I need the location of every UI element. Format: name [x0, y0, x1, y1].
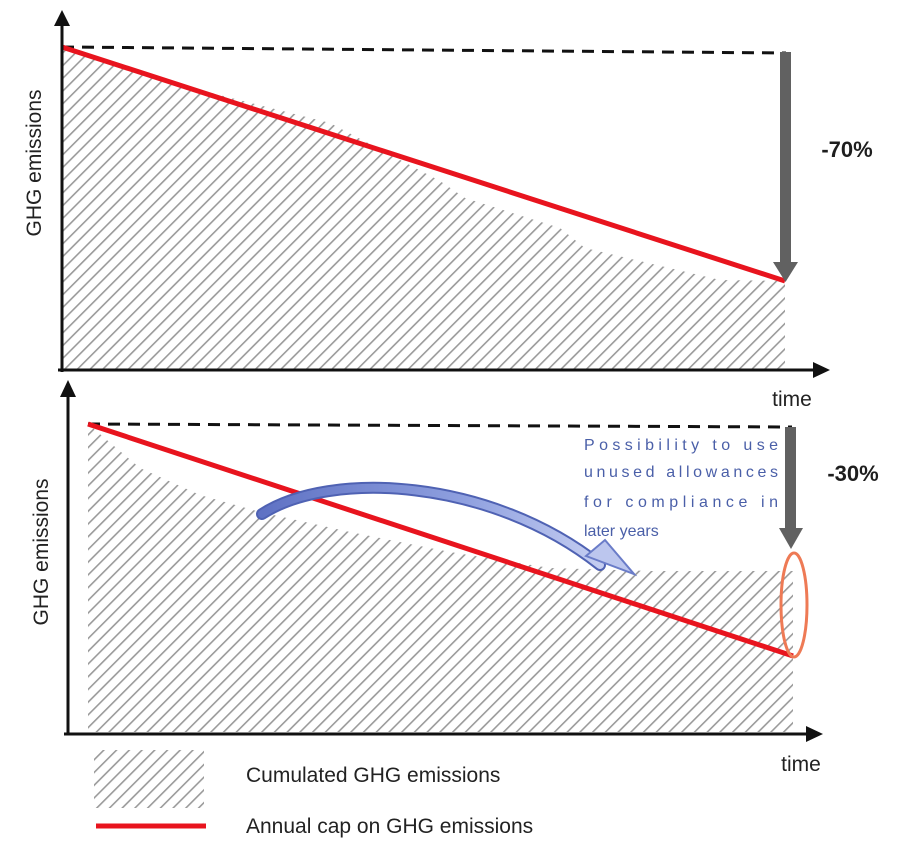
top-y-axis-label: GHG emissions — [23, 89, 46, 236]
legend: Cumulated GHG emissions Annual cap on GH… — [94, 750, 533, 838]
bottom-cumulated-emissions-area — [88, 424, 793, 732]
top-cumulated-emissions-area — [62, 47, 785, 370]
annotation-line-3: for compliance in — [584, 494, 778, 511]
top-x-axis-label: time — [772, 388, 812, 411]
top-panel: GHG emissions time -70% — [23, 10, 873, 411]
top-y-axis — [54, 10, 70, 372]
bottom-y-axis — [60, 380, 76, 735]
bottom-x-axis — [64, 726, 823, 742]
top-reduction-arrow — [773, 52, 798, 282]
banking-annotation: Possibility to use unused allowances for… — [584, 437, 778, 540]
bottom-y-axis-label: GHG emissions — [30, 478, 53, 625]
top-x-axis — [58, 362, 830, 378]
unused-allowance-ellipse — [779, 551, 809, 659]
bottom-panel: GHG emissions time -30% Possibility to u… — [30, 380, 879, 776]
banking-curved-arrow — [256, 481, 638, 577]
bottom-initial-level-dashed-line — [87, 422, 793, 429]
legend-cap-line-label: Annual cap on GHG emissions — [246, 815, 533, 838]
bottom-reduction-arrow — [779, 427, 803, 549]
top-initial-level-dashed-line — [61, 45, 787, 55]
annotation-line-4: later years — [584, 523, 659, 540]
bottom-reduction-label: -30% — [827, 461, 878, 486]
bottom-x-axis-label: time — [781, 753, 821, 776]
legend-hatched-label: Cumulated GHG emissions — [246, 764, 500, 787]
bottom-annual-cap-line — [87, 421, 794, 659]
top-reduction-label: -70% — [821, 137, 872, 162]
legend-hatched-swatch — [94, 750, 204, 808]
annotation-line-1: Possibility to use — [584, 437, 778, 454]
annotation-line-2: unused allowances — [584, 464, 778, 481]
top-annual-cap-line — [61, 44, 786, 284]
